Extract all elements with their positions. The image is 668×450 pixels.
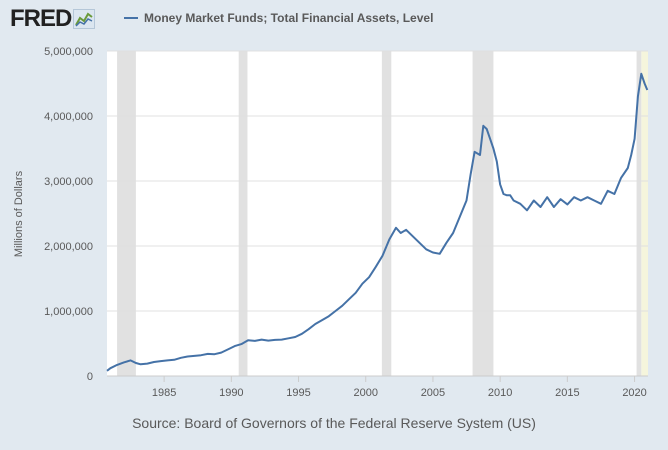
x-tick-label-7: 2020 bbox=[622, 387, 646, 399]
recession-bar-1 bbox=[238, 51, 248, 376]
source-note: Source: Board of Governors of the Federa… bbox=[132, 415, 536, 431]
legend-swatch bbox=[124, 17, 138, 19]
x-tick-label-1: 1990 bbox=[219, 387, 243, 399]
y-tick-label-1: 1,000,000 bbox=[44, 306, 93, 318]
x-tick-label-3: 2000 bbox=[353, 387, 377, 399]
chart-legend: Money Market Funds; Total Financial Asse… bbox=[124, 11, 433, 25]
recession-bar-2 bbox=[381, 51, 392, 376]
y-tick-label-3: 3,000,000 bbox=[44, 176, 93, 188]
x-tick-label-0: 1985 bbox=[152, 387, 176, 399]
x-tick-label-6: 2015 bbox=[555, 387, 579, 399]
recession-bar-3 bbox=[472, 51, 494, 376]
line-chart-icon bbox=[73, 9, 96, 29]
x-tick-label-2: 1995 bbox=[286, 387, 310, 399]
y-tick-label-4: 4,000,000 bbox=[44, 111, 93, 123]
series-line-0 bbox=[106, 72, 649, 372]
recession-bar-0 bbox=[117, 51, 136, 376]
legend-label[interactable]: Money Market Funds; Total Financial Asse… bbox=[144, 11, 434, 25]
recession-bar-4 bbox=[636, 51, 642, 376]
x-tick-label-4: 2005 bbox=[421, 387, 445, 399]
highlight-band bbox=[641, 51, 648, 376]
y-tick-label-0: 0 bbox=[87, 371, 93, 383]
fred-header: FRED bbox=[10, 5, 96, 32]
fred-logo[interactable]: FRED bbox=[10, 5, 72, 32]
y-tick-label-5: 5,000,000 bbox=[44, 46, 93, 58]
plot-area bbox=[107, 51, 648, 376]
x-tick-label-5: 2010 bbox=[488, 387, 512, 399]
y-tick-label-2: 2,000,000 bbox=[44, 241, 93, 253]
